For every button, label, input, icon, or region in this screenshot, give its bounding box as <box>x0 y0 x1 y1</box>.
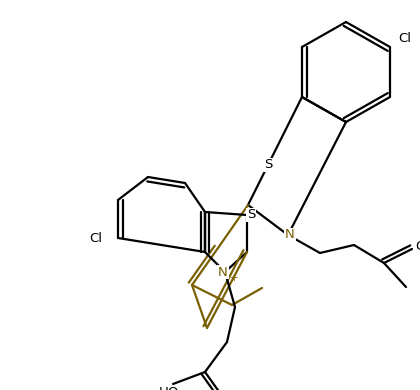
Text: N: N <box>285 229 295 241</box>
Text: Cl: Cl <box>89 232 102 245</box>
Text: S: S <box>247 209 255 222</box>
Text: Cl: Cl <box>399 32 412 44</box>
Text: N: N <box>218 266 228 278</box>
Text: O: O <box>415 241 420 254</box>
Text: HO: HO <box>159 385 179 390</box>
Text: +: + <box>230 273 238 283</box>
Text: S: S <box>264 158 272 172</box>
